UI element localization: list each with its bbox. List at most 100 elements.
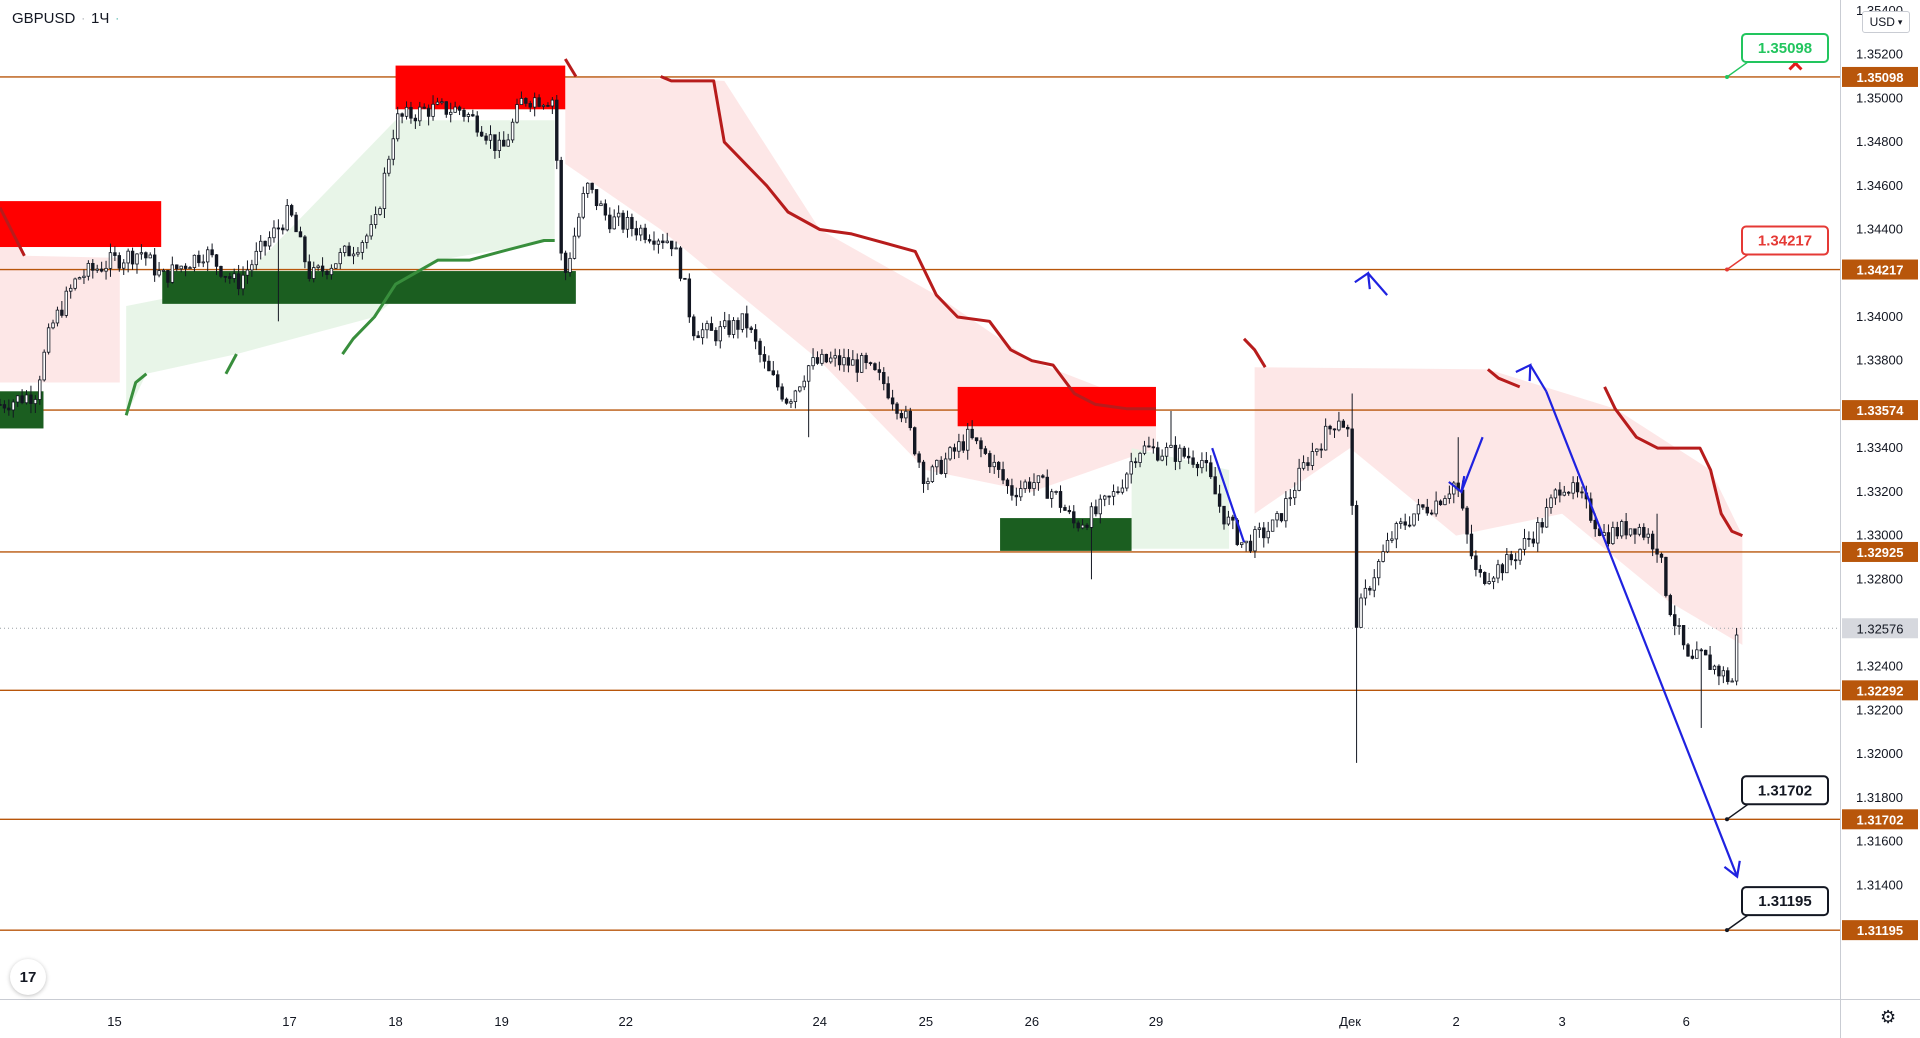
candle-body — [524, 98, 528, 104]
candle-body — [1293, 489, 1297, 499]
candle-body — [1156, 447, 1160, 461]
candle-body — [263, 240, 267, 247]
candle-body — [241, 274, 245, 290]
candle-body — [555, 99, 559, 161]
resistance-trail-line — [1242, 337, 1267, 368]
currency-dropdown[interactable]: USD ▾ — [1862, 11, 1910, 33]
candle-body — [851, 359, 855, 366]
candle-body — [0, 404, 2, 406]
candle-body — [1412, 513, 1416, 526]
candle-body — [1483, 572, 1487, 584]
candle-body — [546, 104, 550, 107]
timeframe-label[interactable]: 1Ч — [91, 10, 110, 27]
candle-body — [1527, 538, 1531, 540]
price-tick-label: 1.32000 — [1856, 746, 1903, 761]
candle-body — [254, 250, 258, 266]
price-tick-label: 1.32200 — [1856, 702, 1903, 717]
candle-body — [798, 386, 802, 392]
tradingview-logo-icon[interactable]: 17 — [10, 959, 46, 995]
price-level-axis-label: 1.31195 — [1857, 923, 1903, 938]
candle-body — [475, 115, 479, 133]
candle-body — [1315, 448, 1319, 452]
candle-body — [1571, 482, 1575, 494]
candle-body — [1690, 655, 1695, 659]
candle-body — [1248, 540, 1253, 552]
gear-icon[interactable]: ⚙ — [1880, 1007, 1897, 1027]
price-tick-label: 1.33200 — [1856, 484, 1903, 499]
price-tick-label: 1.33800 — [1856, 353, 1903, 368]
target-callout-box — [1741, 886, 1829, 917]
candle-body — [1164, 447, 1169, 457]
candle-body — [837, 355, 842, 366]
symbol-label[interactable]: GBPUSD — [12, 10, 76, 27]
candle-body — [1659, 553, 1664, 558]
candle-body — [1403, 521, 1407, 526]
candle-body — [418, 106, 422, 122]
candle-body — [484, 135, 488, 141]
candle-body — [1120, 487, 1125, 493]
candle-body — [1478, 569, 1483, 573]
candle-body — [298, 231, 303, 238]
candle-body — [210, 249, 214, 256]
candle-body — [1138, 452, 1142, 463]
candle-body — [1359, 597, 1363, 628]
candle-body — [1041, 475, 1045, 478]
candle-body — [152, 254, 157, 276]
candle-body — [943, 458, 948, 474]
candle-body — [1226, 516, 1231, 525]
candle-body — [603, 203, 608, 216]
resistance-trail-line — [660, 75, 1156, 411]
candle-body — [1465, 507, 1469, 535]
candle-body — [272, 227, 276, 239]
candle-body — [895, 403, 899, 414]
candle-body — [1421, 504, 1425, 508]
candle-body — [581, 193, 585, 218]
symbol-header[interactable]: GBPUSD · 1Ч · — [12, 10, 119, 27]
candle-body — [426, 107, 431, 117]
time-tick-label: 19 — [494, 1014, 508, 1029]
candle-body — [294, 214, 298, 233]
candle-body — [1270, 519, 1275, 532]
candle-body — [1566, 491, 1571, 494]
candle-body — [175, 264, 179, 270]
support-fill-area — [1131, 448, 1230, 549]
candle-body — [731, 320, 736, 335]
candle-body — [135, 253, 139, 265]
supply-zone — [0, 201, 162, 248]
target-callout-label: 1.35098 — [1758, 40, 1812, 57]
candle-body — [1253, 529, 1257, 552]
candle-body — [1323, 425, 1328, 451]
price-level-axis-label: 1.32292 — [1857, 683, 1904, 698]
candle-body — [126, 250, 130, 264]
candle-body — [347, 245, 351, 257]
target-callout-box — [1741, 32, 1829, 63]
candle-body — [687, 278, 692, 318]
target-callout-label: 1.34217 — [1758, 233, 1812, 250]
candle-body — [1399, 521, 1403, 524]
candle-body — [776, 374, 780, 388]
candle-body — [395, 113, 400, 140]
candle-body — [1496, 564, 1500, 579]
candle-body — [1284, 498, 1288, 522]
candle-body — [95, 268, 99, 271]
candle-body — [550, 99, 555, 107]
candle-body — [639, 227, 643, 236]
candle-body — [1390, 538, 1394, 541]
candle-body — [1129, 461, 1133, 475]
candle-body — [692, 316, 696, 337]
price-tick-label: 1.34000 — [1856, 309, 1903, 324]
candle-body — [1381, 551, 1385, 562]
candle-body — [387, 158, 391, 174]
support-trail-line — [224, 353, 238, 375]
price-tick-label: 1.31600 — [1856, 834, 1903, 849]
candle-body — [1368, 587, 1372, 591]
candle-body — [113, 252, 117, 256]
candle-body — [1151, 446, 1156, 449]
candle-body — [404, 106, 409, 117]
time-tick-label: 25 — [919, 1014, 933, 1029]
candle-body — [466, 114, 471, 117]
candle-body — [1332, 428, 1337, 431]
candle-body — [758, 340, 762, 355]
candle-body — [656, 240, 661, 245]
